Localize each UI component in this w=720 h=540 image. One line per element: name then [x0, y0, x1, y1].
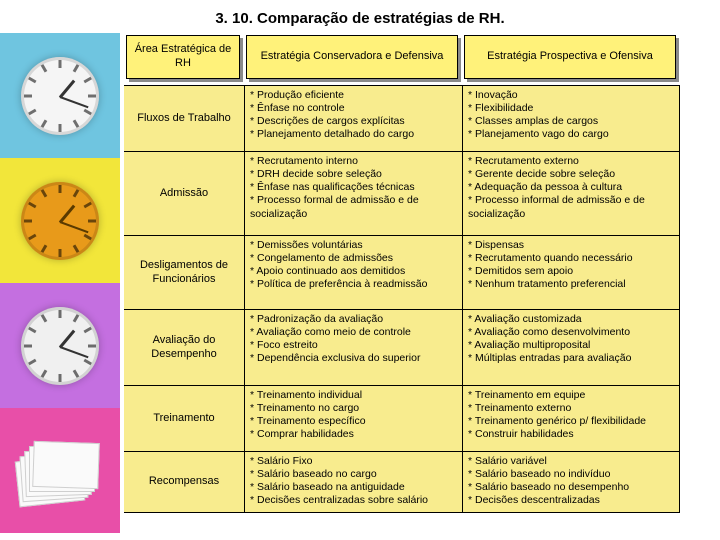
clock-icon: [21, 57, 99, 135]
table-cell: * Recrutamento interno* DRH decide sobre…: [244, 151, 462, 235]
bullet-item: * Salário variável: [468, 455, 674, 468]
bullet-item: * Salário baseado no cargo: [250, 468, 457, 481]
bullet-item: * Demissões voluntárias: [250, 239, 457, 252]
bullet-item: * Produção eficiente: [250, 89, 457, 102]
bullet-item: * Apoio continuado aos demitidos: [250, 265, 457, 278]
bullet-item: * Flexibilidade: [468, 102, 674, 115]
bullet-item: * Padronização da avaliação: [250, 313, 457, 326]
bullet-item: * Política de preferência à readmissão: [250, 278, 457, 291]
row-label: Fluxos de Trabalho: [124, 85, 244, 151]
page-title: 3. 10. Comparação de estratégias de RH.: [0, 0, 720, 33]
sidebar-panel-3: [0, 408, 120, 533]
bullet-item: * Salário baseado na antiguidade: [250, 481, 457, 494]
table-cell: * Recrutamento externo* Gerente decide s…: [462, 151, 680, 235]
bullet-item: * Decisões descentralizadas: [468, 494, 674, 507]
table-cell: * Treinamento em equipe* Treinamento ext…: [462, 385, 680, 451]
bullet-item: * Salário Fixo: [250, 455, 457, 468]
row-label: Desligamentos de Funcionários: [124, 235, 244, 309]
bullet-item: * Ênfase no controle: [250, 102, 457, 115]
header-area: Área Estratégica de RH: [126, 35, 240, 79]
table-cell: * Avaliação customizada* Avaliação como …: [462, 309, 680, 385]
bullet-item: * Processo informal de admissão e de soc…: [468, 194, 674, 220]
bullet-item: * Salário baseado no desempenho: [468, 481, 674, 494]
decorative-sidebar: [0, 33, 120, 533]
bullet-item: * Recrutamento externo: [468, 155, 674, 168]
row-label: Admissão: [124, 151, 244, 235]
bullet-item: * Avaliação customizada: [468, 313, 674, 326]
bullet-item: * Recrutamento interno: [250, 155, 457, 168]
table-cell: * Dispensas* Recrutamento quando necessá…: [462, 235, 680, 309]
bullet-item: * Planejamento detalhado do cargo: [250, 128, 457, 141]
bullet-item: * Classes amplas de cargos: [468, 115, 674, 128]
bullet-item: * Avaliação como desenvolvimento: [468, 326, 674, 339]
table-cell: * Salário Fixo* Salário baseado no cargo…: [244, 451, 462, 513]
table-cell: * Demissões voluntárias* Congelamento de…: [244, 235, 462, 309]
table-cell: * Padronização da avaliação* Avaliação c…: [244, 309, 462, 385]
bullet-item: * Gerente decide sobre seleção: [468, 168, 674, 181]
bullet-item: * Dependência exclusiva do superior: [250, 352, 457, 365]
paper-stack-icon: [17, 438, 103, 504]
bullet-item: * Inovação: [468, 89, 674, 102]
bullet-item: * Múltiplas entradas para avaliação: [468, 352, 674, 365]
sidebar-panel-1: [0, 158, 120, 283]
bullet-item: * Salário baseado no indivíduo: [468, 468, 674, 481]
sidebar-panel-0: [0, 33, 120, 158]
bullet-item: * Planejamento vago do cargo: [468, 128, 674, 141]
bullet-item: * Avaliação como meio de controle: [250, 326, 457, 339]
bullet-item: * Ênfase nas qualificações técnicas: [250, 181, 457, 194]
bullet-item: * Avaliação multiproposital: [468, 339, 674, 352]
sidebar-panel-2: [0, 283, 120, 408]
table-cell: * Salário variável* Salário baseado no i…: [462, 451, 680, 513]
bullet-item: * Descrições de cargos explícitas: [250, 115, 457, 128]
comparison-table: Área Estratégica de RHEstratégia Conserv…: [124, 33, 716, 533]
bullet-item: * Demitidos sem apoio: [468, 265, 674, 278]
bullet-item: * Recrutamento quando necessário: [468, 252, 674, 265]
content-area: Área Estratégica de RHEstratégia Conserv…: [0, 33, 720, 533]
bullet-item: * Nenhum tratamento preferencial: [468, 278, 674, 291]
bullet-item: * Treinamento em equipe: [468, 389, 674, 402]
header-strategy-1: Estratégia Conservadora e Defensiva: [246, 35, 458, 79]
bullet-item: * Congelamento de admissões: [250, 252, 457, 265]
bullet-item: * Foco estreito: [250, 339, 457, 352]
bullet-item: * Construir habilidades: [468, 428, 674, 441]
table-cell: * Treinamento individual* Treinamento no…: [244, 385, 462, 451]
row-label: Treinamento: [124, 385, 244, 451]
bullet-item: * Decisões centralizadas sobre salário: [250, 494, 457, 507]
bullet-item: * Dispensas: [468, 239, 674, 252]
bullet-item: * Adequação da pessoa à cultura: [468, 181, 674, 194]
bullet-item: * Treinamento individual: [250, 389, 457, 402]
table-container: Área Estratégica de RHEstratégia Conserv…: [120, 33, 720, 533]
clock-icon: [21, 182, 99, 260]
bullet-item: * Treinamento específico: [250, 415, 457, 428]
row-label: Recompensas: [124, 451, 244, 513]
bullet-item: * DRH decide sobre seleção: [250, 168, 457, 181]
table-cell: * Inovação* Flexibilidade* Classes ampla…: [462, 85, 680, 151]
clock-icon: [21, 307, 99, 385]
bullet-item: * Treinamento externo: [468, 402, 674, 415]
row-label: Avaliação do Desempenho: [124, 309, 244, 385]
bullet-item: * Processo formal de admissão e de socia…: [250, 194, 457, 220]
header-strategy-2: Estratégia Prospectiva e Ofensiva: [464, 35, 676, 79]
bullet-item: * Treinamento genérico p/ flexibilidade: [468, 415, 674, 428]
bullet-item: * Comprar habilidades: [250, 428, 457, 441]
table-cell: * Produção eficiente* Ênfase no controle…: [244, 85, 462, 151]
bullet-item: * Treinamento no cargo: [250, 402, 457, 415]
